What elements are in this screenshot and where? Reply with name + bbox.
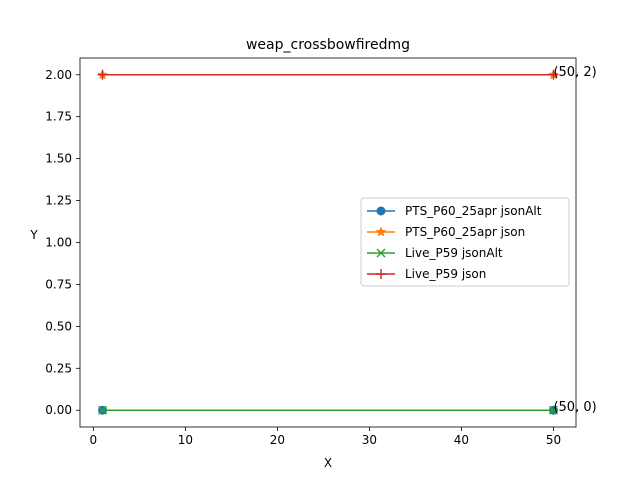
data-point-2-1	[548, 405, 558, 415]
y-tick-label: 1.00	[45, 236, 72, 250]
legend-label: PTS_P60_25apr jsonAlt	[405, 204, 542, 218]
x-tick-label: 40	[454, 433, 469, 447]
legend-marker	[375, 226, 387, 237]
y-tick-label: 0.25	[45, 361, 72, 375]
y-axis-label: Y	[29, 228, 38, 242]
chart-title: weap_crossbowfiredmg	[246, 37, 410, 53]
legend-marker	[376, 269, 386, 279]
y-tick-label: 2.00	[45, 68, 72, 82]
x-tick-label: 10	[178, 433, 193, 447]
data-point-3-0	[97, 69, 108, 80]
x-tick-label: 20	[270, 433, 285, 447]
legend-label: PTS_P60_25apr json	[405, 225, 525, 239]
plot-area: 0 10 20 30 40 50 0.00 0.25 0.50 0.75 1.00 1.25 1.50 1…	[45, 57, 597, 447]
y-tick-label: 1.25	[45, 194, 72, 208]
legend-label: Live_P59 jsonAlt	[405, 246, 503, 260]
legend-label: Live_P59 json	[405, 267, 486, 281]
y-tick-label: 1.50	[45, 152, 72, 166]
y-tick-label: 1.75	[45, 110, 72, 124]
legend-marker	[376, 248, 386, 258]
data-point-3-1	[548, 69, 559, 80]
legend-box	[360, 197, 570, 287]
y-tick-label: 0.75	[45, 277, 72, 291]
x-tick-label: 30	[362, 433, 377, 447]
x-tick-label: 0	[90, 433, 98, 447]
data-annotation: (50, 2)	[553, 65, 596, 80]
x-tick-label: 50	[546, 433, 561, 447]
legend-marker	[376, 206, 386, 216]
data-point-2-0	[98, 405, 108, 415]
y-tick-label: 0.00	[45, 403, 72, 417]
y-tick-label: 0.50	[45, 319, 72, 333]
x-axis-label: X	[324, 456, 332, 470]
data-annotation: (50, 0)	[553, 400, 596, 415]
